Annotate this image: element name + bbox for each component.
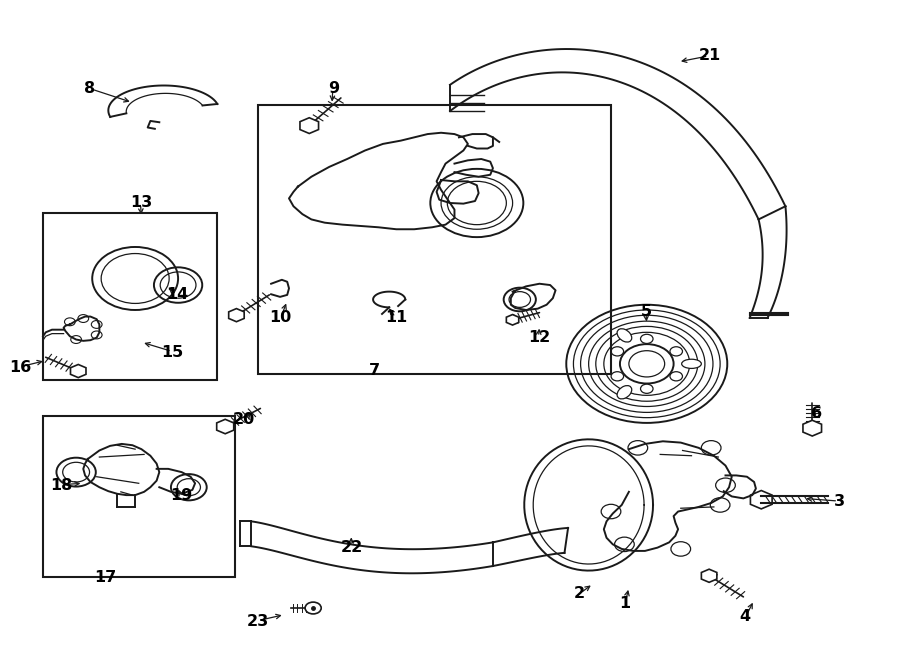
Text: 19: 19 — [170, 488, 193, 502]
Text: 16: 16 — [10, 359, 32, 375]
Polygon shape — [70, 365, 86, 377]
Ellipse shape — [617, 329, 632, 342]
Text: 6: 6 — [811, 406, 823, 420]
Text: 7: 7 — [368, 363, 380, 378]
Circle shape — [670, 347, 682, 356]
Circle shape — [91, 320, 102, 328]
Bar — [257, 105, 611, 373]
Circle shape — [305, 602, 321, 614]
Text: 15: 15 — [162, 344, 184, 359]
Text: 9: 9 — [328, 81, 339, 95]
Text: 20: 20 — [233, 412, 256, 427]
Circle shape — [78, 314, 88, 322]
Circle shape — [716, 478, 735, 493]
Text: 4: 4 — [740, 609, 751, 624]
Text: 14: 14 — [166, 287, 188, 303]
Text: 3: 3 — [833, 494, 844, 509]
Bar — [43, 213, 218, 380]
Text: 8: 8 — [84, 81, 95, 95]
Circle shape — [615, 537, 634, 551]
Text: 17: 17 — [94, 570, 117, 585]
Text: 18: 18 — [50, 478, 72, 493]
Circle shape — [91, 331, 102, 339]
Circle shape — [601, 504, 621, 519]
Text: 1: 1 — [619, 596, 630, 611]
Polygon shape — [803, 420, 822, 436]
Polygon shape — [507, 314, 518, 325]
Circle shape — [641, 384, 653, 393]
Circle shape — [670, 371, 682, 381]
Circle shape — [65, 318, 76, 326]
Circle shape — [710, 498, 730, 512]
Text: 23: 23 — [247, 614, 269, 629]
Text: 11: 11 — [385, 310, 408, 325]
Circle shape — [611, 371, 624, 381]
Circle shape — [71, 336, 82, 344]
Circle shape — [641, 334, 653, 344]
Text: 13: 13 — [130, 195, 152, 211]
Polygon shape — [300, 118, 319, 134]
Polygon shape — [701, 569, 717, 583]
Text: 2: 2 — [574, 586, 585, 601]
Polygon shape — [751, 491, 772, 509]
Polygon shape — [217, 419, 234, 434]
Polygon shape — [229, 308, 244, 322]
Circle shape — [611, 347, 624, 356]
Ellipse shape — [617, 385, 632, 399]
Circle shape — [628, 441, 648, 455]
Text: 12: 12 — [528, 330, 551, 345]
Ellipse shape — [681, 359, 701, 369]
Text: 5: 5 — [641, 304, 652, 319]
Text: 22: 22 — [340, 540, 363, 555]
Circle shape — [670, 542, 690, 556]
Bar — [43, 416, 235, 577]
Text: 21: 21 — [698, 48, 721, 63]
Text: 10: 10 — [269, 310, 292, 325]
Circle shape — [701, 441, 721, 455]
